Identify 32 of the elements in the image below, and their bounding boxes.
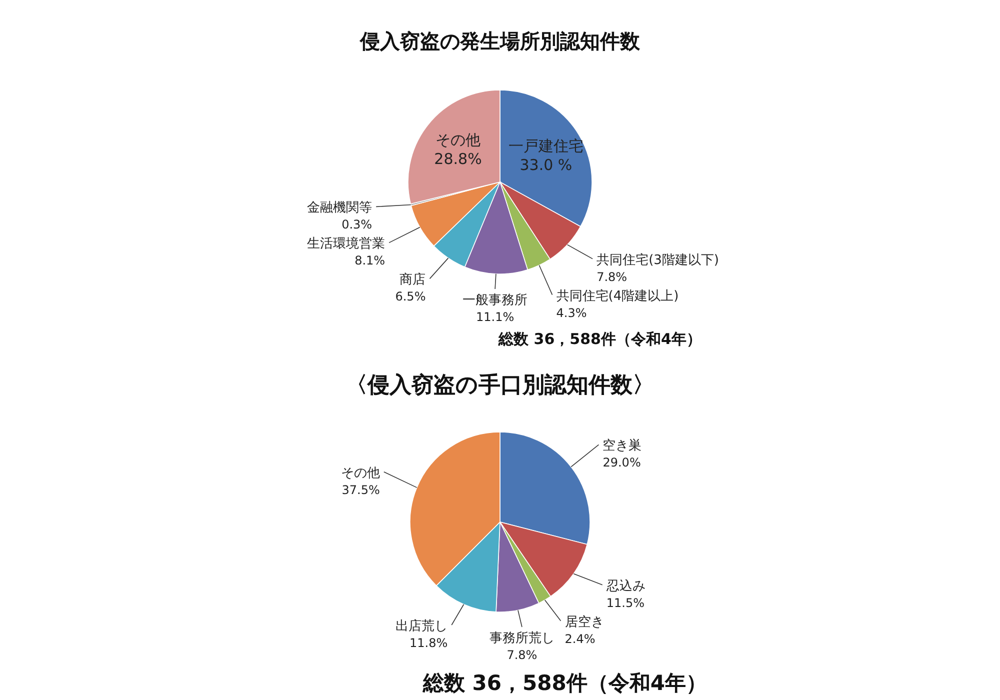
data-label: 0.3% — [342, 218, 372, 232]
title: 侵入窃盗の発生場所別認知件数 — [360, 29, 640, 53]
title: 〈侵入窃盗の手口別認知件数〉 — [346, 373, 654, 398]
slice-label: 金融機関等 — [307, 200, 372, 216]
data-label: 7.8% — [506, 648, 538, 662]
data-label: 2.4% — [564, 632, 596, 646]
data-label: 4.3% — [556, 306, 587, 320]
data-label: 11.5% — [606, 596, 644, 610]
slice-label: 忍込み — [605, 578, 646, 594]
slice-label: 事務所荒し — [489, 631, 554, 646]
data-label: 11.8% — [409, 636, 448, 650]
slice-label: 一戸建住宅 — [508, 136, 584, 155]
data-label: 33.0 % — [520, 156, 572, 174]
data-label: 28.8% — [434, 150, 482, 168]
data-label: 37.5% — [342, 482, 380, 497]
data-label: 6.5% — [395, 290, 426, 304]
slice-label: 出店荒し — [396, 618, 448, 634]
data-label: 29.0% — [602, 456, 641, 470]
slice-label: 一般事務所 — [462, 293, 528, 308]
annotation: 総数 36，588件（令和4年） — [423, 671, 707, 695]
annotation: 総数 36，588件（令和4年） — [498, 330, 702, 348]
data-label: 7.8% — [596, 270, 628, 284]
slice-label: その他 — [436, 131, 481, 150]
slice-label: 共同住宅(4階建以上) — [556, 288, 679, 304]
slice-label: 居空き — [564, 614, 604, 630]
data-label: 11.1% — [476, 310, 514, 324]
slice-label: 空き巣 — [602, 438, 642, 454]
slice-label: 生活環境営業 — [307, 236, 386, 252]
slice-label: その他 — [340, 466, 380, 481]
data-label: 8.1% — [354, 254, 386, 268]
slice-label: 商店 — [400, 272, 426, 288]
slice-label: 共同住宅(3階建以下) — [596, 252, 720, 268]
